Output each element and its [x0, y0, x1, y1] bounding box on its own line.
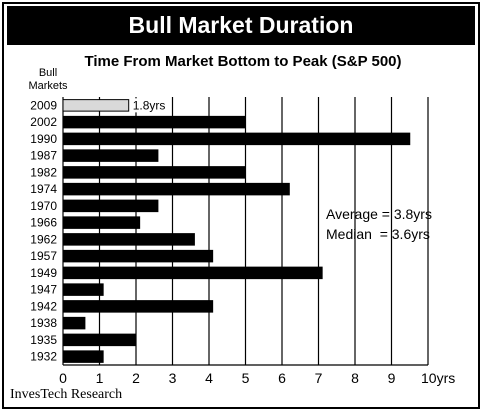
bar-1990 [62, 132, 411, 146]
bar-1942 [62, 300, 214, 313]
bar-2002 [62, 115, 246, 129]
y-tick-1935: 1935 [30, 333, 57, 347]
y-tick-1949: 1949 [30, 266, 57, 280]
bar-1974 [62, 182, 290, 196]
bar-1932 [62, 350, 104, 363]
y-tick-1957: 1957 [30, 249, 57, 263]
x-tick-5: 5 [242, 370, 250, 386]
bar-1935 [62, 333, 137, 347]
x-tick-9: 9 [388, 370, 396, 386]
y-tick-1962: 1962 [30, 232, 57, 246]
bar-1947 [62, 283, 104, 296]
bar-2009 [62, 99, 130, 112]
x-tick-10: 10yrs [421, 370, 455, 386]
chart-subtitle: Time From Market Bottom to Peak (S&P 500… [84, 53, 402, 70]
x-tick-2: 2 [132, 370, 140, 386]
bar-1938 [62, 316, 86, 330]
x-tick-4: 4 [205, 370, 213, 386]
bar-1982 [62, 166, 246, 179]
data-label-2009: 1.8yrs [133, 98, 166, 112]
bar-1966 [62, 216, 141, 229]
bar-1970 [62, 199, 159, 213]
bar-1987 [62, 149, 159, 162]
x-tick-8: 8 [351, 370, 359, 386]
source-credit: InvesTech Research [10, 387, 123, 402]
y-tick-1982: 1982 [30, 165, 57, 179]
y-tick-2009: 2009 [30, 98, 57, 112]
y-tick-1932: 1932 [30, 350, 57, 364]
median-annotation: Median = 3.6yrs [326, 226, 430, 242]
x-tick-1: 1 [96, 370, 104, 386]
average-annotation: Average = 3.8yrs [326, 206, 432, 222]
y-tick-1974: 1974 [30, 182, 57, 196]
x-tick-3: 3 [169, 370, 177, 386]
chart-title: Bull Market Duration [7, 6, 475, 45]
bar-1957 [62, 249, 214, 263]
y-tick-1966: 1966 [30, 216, 57, 230]
y-tick-1987: 1987 [30, 149, 57, 163]
y-tick-1942: 1942 [30, 299, 57, 313]
y-tick-1947: 1947 [30, 283, 57, 297]
y-axis-label: Bull Markets [28, 67, 68, 92]
data-label-bg-2009 [130, 98, 165, 113]
x-tick-6: 6 [278, 370, 286, 386]
y-tick-1990: 1990 [30, 132, 57, 146]
bar-1962 [62, 233, 195, 246]
x-tick-7: 7 [315, 370, 323, 386]
y-tick-1970: 1970 [30, 199, 57, 213]
y-tick-1938: 1938 [30, 316, 57, 330]
x-tick-0: 0 [59, 370, 67, 386]
y-tick-2002: 2002 [30, 115, 57, 129]
bar-1949 [62, 266, 323, 280]
